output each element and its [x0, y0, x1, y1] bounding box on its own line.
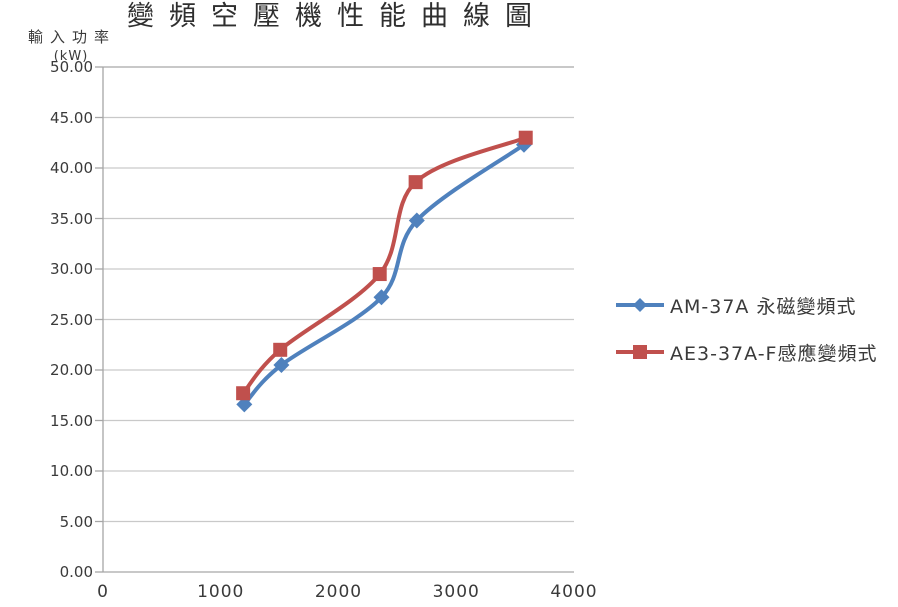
y-axis-title-text: 輸入功率 [28, 28, 117, 46]
y-tick-label: 0.00 [59, 563, 93, 581]
data-point-square [372, 267, 387, 282]
x-tick-label: 2000 [314, 582, 363, 602]
data-point-diamond [373, 289, 390, 306]
x-tick-label: 0 [97, 582, 109, 602]
y-axis-title: 輸入功率 (kW) [28, 26, 116, 64]
legend-square-marker-icon [616, 345, 664, 359]
data-point-diamond [273, 356, 290, 373]
legend: AM-37A 永磁變頻式 AE3-37A-F感應變頻式 [616, 291, 878, 366]
legend-diamond-marker-icon [616, 298, 664, 312]
y-tick-label: 10.00 [50, 462, 93, 480]
data-point-square [236, 386, 251, 401]
data-point-square [408, 175, 423, 190]
y-tick-label: 30.00 [50, 260, 93, 278]
y-tick-label: 50.00 [50, 58, 93, 76]
y-tick-label: 15.00 [50, 411, 93, 430]
x-tick-label: 3000 [432, 582, 480, 602]
data-point-square [273, 342, 288, 357]
y-axis-unit-label: (kW) [53, 49, 89, 64]
x-tick-label: 4000 [550, 582, 598, 602]
x-tick-label: 1000 [197, 582, 245, 602]
y-tick-label: 45.00 [50, 108, 93, 127]
y-tick-label: 35.00 [50, 209, 93, 228]
y-tick-label: 25.00 [50, 310, 93, 329]
y-tick-label: 5.00 [59, 512, 93, 531]
data-point-diamond [408, 212, 425, 229]
legend-item-ae3-37a-f: AE3-37A-F感應變頻式 [616, 338, 878, 366]
chart-title: 變頻空壓機性能曲線圖 [127, 1, 547, 32]
y-tick-label: 20.00 [50, 361, 93, 379]
data-point-square [518, 130, 533, 145]
data-point-diamond [236, 396, 253, 413]
legend-item-am-37a: AM-37A 永磁變頻式 [616, 291, 878, 319]
legend-label-ae3-37a-f: AE3-37A-F感應變頻式 [670, 342, 878, 365]
y-tick-label: 40.00 [50, 159, 93, 177]
legend-label-am-37a: AM-37A 永磁變頻式 [670, 295, 857, 318]
